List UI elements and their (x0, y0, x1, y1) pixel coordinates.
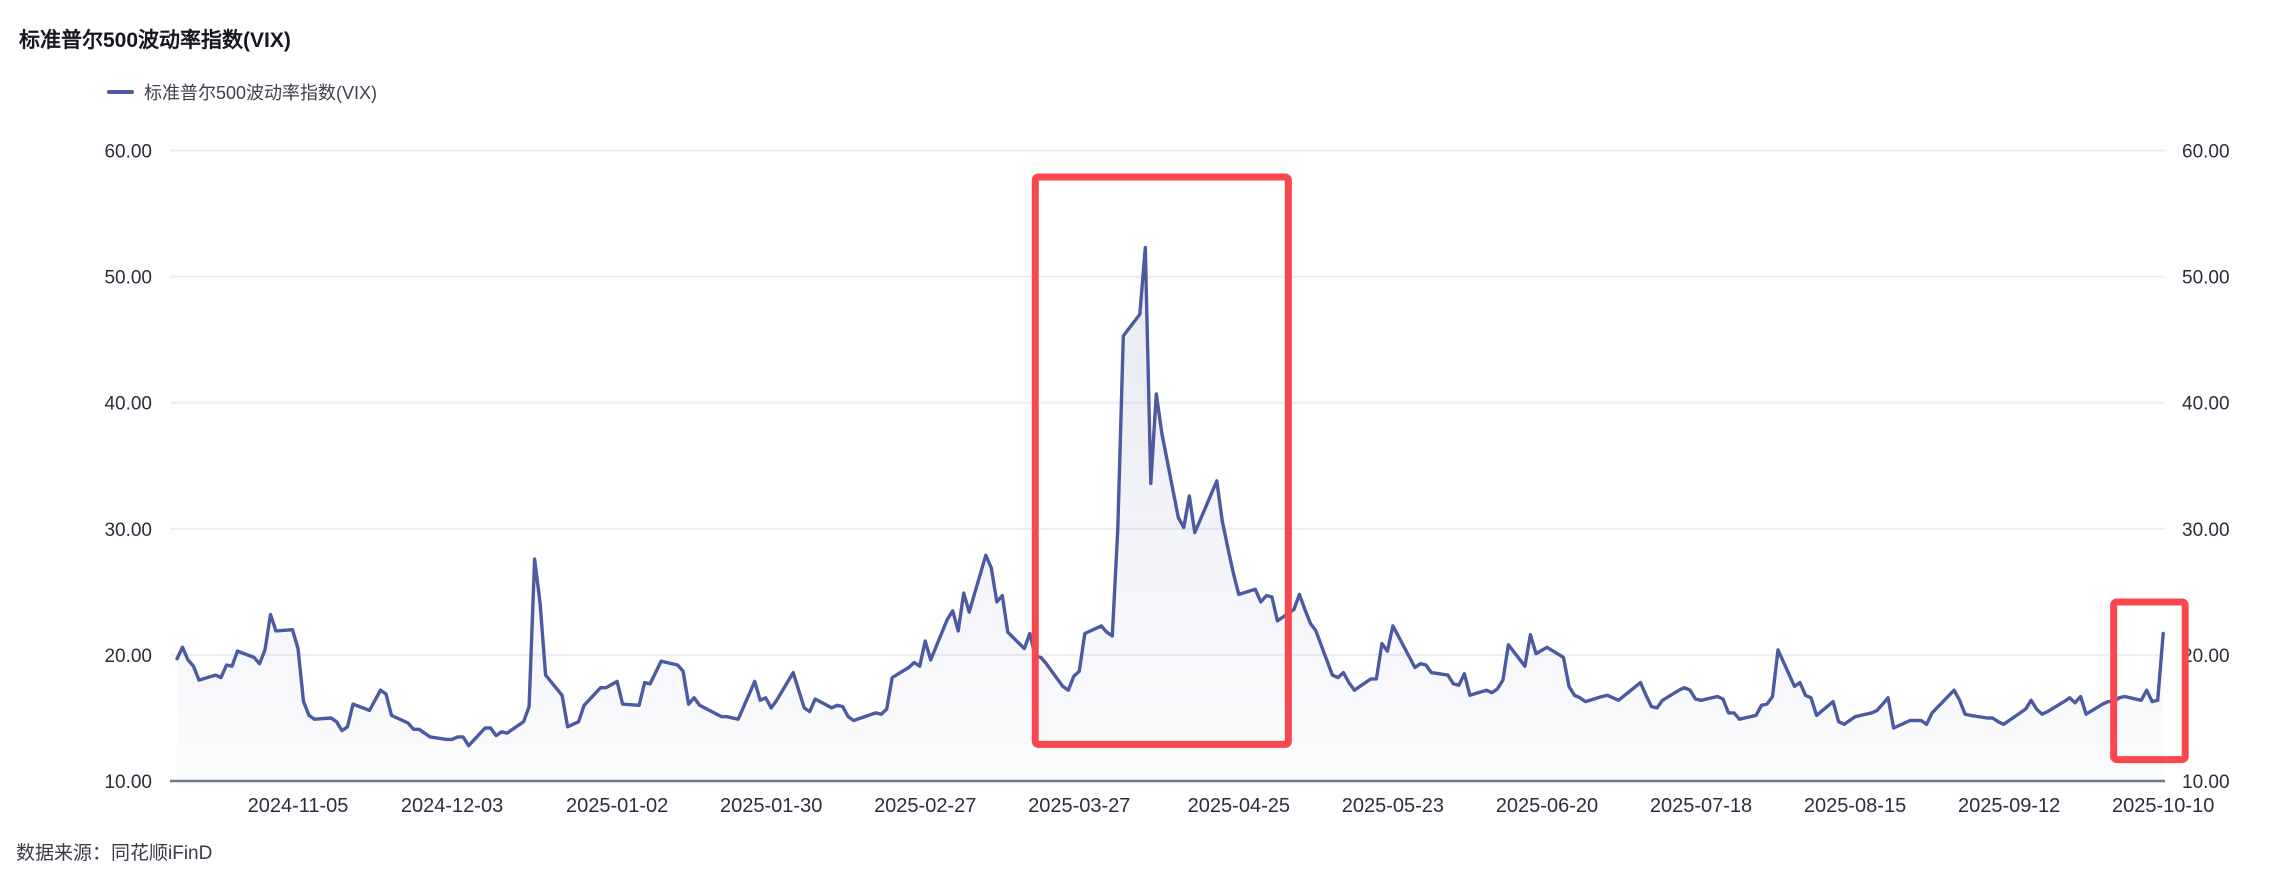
x-tick-label: 2025-06-20 (1496, 795, 1598, 817)
x-tick-label: 2025-03-27 (1028, 795, 1130, 817)
x-tick-label: 2025-09-12 (1958, 795, 2060, 817)
x-tick-label: 2025-07-18 (1650, 795, 1752, 817)
y-tick-label-left: 10.00 (104, 772, 152, 793)
vix-line (175, 245, 2165, 748)
data-source-note: 数据来源：同花顺iFinD (16, 843, 213, 864)
legend-item-vix[interactable]: 标准普尔500波动率指数(VIX) (107, 79, 377, 105)
axes: 60.00 60.00 50.00 50.00 40.00 40.00 30.00 30.00… (104, 142, 2229, 818)
y-tick-label-left: 40.00 (104, 394, 152, 415)
y-tick-label-left: 60.00 (104, 142, 152, 163)
x-tick-label: 2025-01-02 (566, 795, 668, 817)
vix-area-fill (177, 247, 2164, 782)
x-tick-label: 2025-04-25 (1188, 795, 1290, 817)
y-tick-label-left: 30.00 (104, 520, 152, 541)
y-tick-label-right: 40.00 (2182, 394, 2230, 415)
gridlines (170, 149, 2165, 656)
highlight-annotations (1031, 173, 2189, 764)
legend-line-icon (107, 90, 134, 94)
y-tick-label-right: 20.00 (2182, 646, 2230, 667)
vix-series (175, 245, 2165, 782)
april-2025-spike-highlight (1031, 173, 1292, 748)
y-tick-label-left: 20.00 (104, 646, 152, 667)
x-tick-label: 2025-05-23 (1342, 795, 1444, 817)
x-tick-label: 2025-08-15 (1804, 795, 1906, 817)
y-tick-label-left: 50.00 (104, 268, 152, 289)
x-tick-label: 2025-01-30 (720, 795, 822, 817)
y-tick-label-right: 60.00 (2182, 142, 2230, 163)
y-tick-label-right: 30.00 (2182, 520, 2230, 541)
x-tick-label: 2025-10-10 (2112, 795, 2214, 817)
october-2025-jump-highlight (2110, 598, 2189, 764)
x-tick-label: 2025-02-27 (874, 795, 976, 817)
legend-label: 标准普尔500波动率指数(VIX) (144, 83, 378, 103)
page-title: 标准普尔500波动率指数(VIX) (19, 29, 291, 52)
y-tick-label-right: 50.00 (2182, 268, 2230, 289)
x-tick-label: 2024-12-03 (401, 795, 503, 817)
y-tick-label-right: 10.00 (2182, 772, 2230, 793)
x-tick-label: 2024-11-05 (248, 795, 349, 817)
